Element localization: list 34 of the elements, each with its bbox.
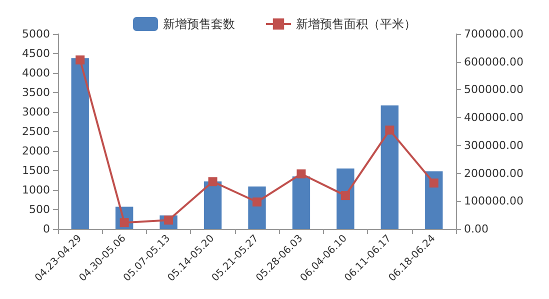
point xyxy=(208,177,218,186)
point xyxy=(120,218,129,228)
y-tick-label: 1500 xyxy=(22,164,50,177)
point xyxy=(429,178,438,188)
point xyxy=(385,126,394,135)
legend-label: 新增预售套数 xyxy=(163,17,235,31)
y2-tick-label: 600000.00 xyxy=(464,55,524,68)
point xyxy=(252,197,262,206)
bar xyxy=(71,58,89,229)
y-tick-label: 500 xyxy=(29,203,50,216)
bar xyxy=(292,176,310,229)
point xyxy=(296,169,306,178)
y2-tick-label: 500000.00 xyxy=(464,83,524,96)
y-tick-label: 2000 xyxy=(22,144,50,158)
y-tick-label: 4000 xyxy=(22,66,50,80)
y2-tick-label: 100000.00 xyxy=(464,194,524,208)
y-tick-label: 0 xyxy=(43,222,50,236)
y2-tick-label: 300000.00 xyxy=(464,138,524,152)
y2-tick-label: 400000.00 xyxy=(464,111,524,124)
y2-tick-label: 0.00 xyxy=(464,222,488,236)
y-tick-label: 1000 xyxy=(22,184,50,196)
bar xyxy=(380,105,399,229)
y-tick-label: 5000 xyxy=(22,28,50,40)
bar xyxy=(425,171,443,229)
point xyxy=(76,55,85,64)
legend-label: 新增预售面积（平米） xyxy=(296,17,416,31)
y-tick-label: 3500 xyxy=(22,86,50,99)
y2-tick-label: 200000.00 xyxy=(464,166,524,180)
y2-tick-label: 700000.00 xyxy=(464,28,524,40)
y-tick-label: 2500 xyxy=(22,125,50,138)
y-tick-label: 3000 xyxy=(22,106,50,118)
bar xyxy=(204,181,222,229)
y-tick-label: 4500 xyxy=(22,47,50,60)
point xyxy=(340,191,350,200)
